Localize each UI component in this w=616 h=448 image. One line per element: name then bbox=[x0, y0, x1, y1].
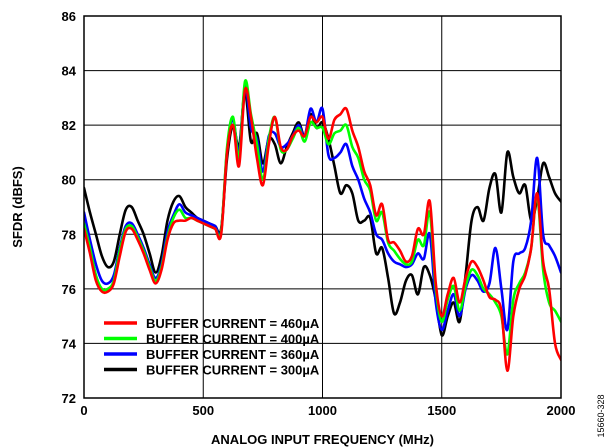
series-line-3 bbox=[84, 91, 561, 337]
legend-label: BUFFER CURRENT = 400µA bbox=[146, 332, 320, 347]
legend-label: BUFFER CURRENT = 460µA bbox=[146, 316, 320, 331]
plot-frame bbox=[83, 15, 562, 399]
x-tick-label: 2000 bbox=[547, 403, 576, 418]
x-tick-label: 500 bbox=[192, 403, 214, 418]
legend-label: BUFFER CURRENT = 300µA bbox=[146, 363, 320, 378]
y-tick-label: 72 bbox=[62, 391, 76, 406]
x-tick-label: 1500 bbox=[427, 403, 456, 418]
x-tick-labels: 0 500 1000 1500 2000 bbox=[80, 403, 575, 418]
x-axis-title: ANALOG INPUT FREQUENCY (MHz) bbox=[211, 432, 434, 447]
x-tick-label: 1000 bbox=[308, 403, 337, 418]
plot-area bbox=[84, 79, 561, 373]
y-tick-label: 84 bbox=[62, 64, 77, 79]
y-tick-label: 80 bbox=[62, 173, 76, 188]
y-tick-label: 78 bbox=[62, 227, 76, 242]
legend-label: BUFFER CURRENT = 360µA bbox=[146, 347, 320, 362]
y-tick-labels: 72 74 76 78 80 82 84 86 bbox=[62, 9, 77, 406]
y-tick-label: 76 bbox=[62, 282, 76, 297]
series-lines bbox=[84, 79, 561, 373]
y-tick-label: 86 bbox=[62, 9, 76, 24]
series-line-0 bbox=[84, 86, 561, 373]
y-axis-title: SFDR (dBFS) bbox=[10, 166, 25, 248]
y-tick-label: 82 bbox=[62, 118, 76, 133]
x-tick-label: 0 bbox=[80, 403, 87, 418]
figure-id: 15660-328 bbox=[596, 394, 606, 437]
y-tick-label: 74 bbox=[62, 336, 77, 351]
